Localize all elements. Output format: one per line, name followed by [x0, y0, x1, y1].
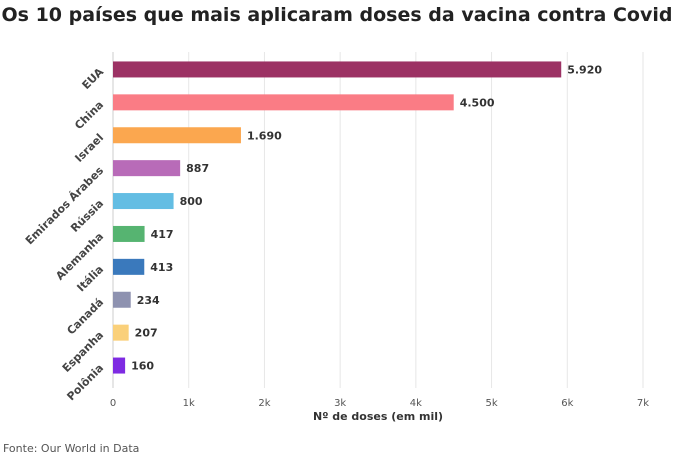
bars: 5.920 4.500 1.690 887 800 417 413 234 207 160	[113, 61, 602, 374]
x-tick-label: 6k	[561, 398, 573, 409]
source-note: Fonte: Our World in Data	[3, 442, 140, 455]
bar	[113, 324, 129, 341]
x-tick-label: 1k	[183, 398, 195, 409]
bar	[113, 193, 174, 210]
bar-value-label: 4.500	[460, 96, 495, 109]
bar-value-label: 5.920	[567, 63, 602, 76]
y-category-label: Israel	[72, 131, 106, 165]
x-tick-label: 5k	[485, 398, 497, 409]
y-category-label: Itália	[74, 263, 106, 295]
bar	[113, 225, 145, 242]
bar	[113, 160, 181, 177]
bar-value-label: 413	[150, 261, 173, 274]
chart-title: Os 10 países que mais aplicaram doses da…	[1, 4, 673, 26]
bar	[113, 357, 126, 374]
bar-value-label: 417	[151, 228, 174, 241]
x-tick-label: 4k	[410, 398, 422, 409]
x-axis-ticks: 0 1k 2k 3k 4k 5k 6k 7k	[110, 398, 649, 409]
gridlines	[112, 52, 644, 388]
bar-value-label: 800	[180, 195, 203, 208]
bar-value-label: 887	[186, 162, 209, 175]
bar-value-label: 1.690	[247, 129, 282, 142]
x-tick-label: 0	[110, 398, 116, 409]
bar	[113, 291, 131, 308]
x-tick-label: 3k	[334, 398, 346, 409]
bar-value-label: 207	[135, 327, 158, 340]
bar-value-label: 160	[131, 360, 154, 373]
y-category-label: EUA	[80, 65, 107, 92]
bar-chart: 5.920 4.500 1.690 887 800 417 413 234 207 160 0 1k…	[23, 52, 649, 423]
x-axis-label: Nº de doses (em mil)	[313, 410, 443, 423]
bar	[113, 61, 562, 78]
bar	[113, 258, 145, 275]
y-category-label: China	[72, 98, 106, 132]
bar	[113, 127, 241, 144]
bar-value-label: 234	[137, 294, 160, 307]
y-category-label: Canadá	[64, 296, 106, 338]
x-tick-label: 2k	[258, 398, 270, 409]
bar	[113, 94, 454, 111]
x-tick-label: 7k	[637, 398, 649, 409]
